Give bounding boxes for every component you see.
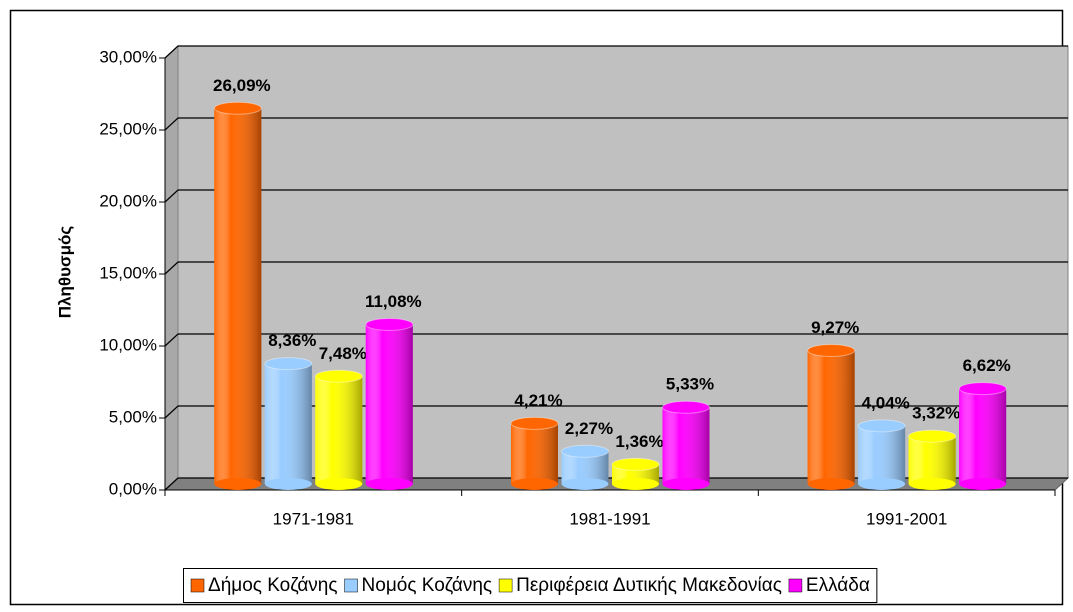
bar-shade [214, 108, 262, 484]
value-label: 1,36% [615, 432, 663, 451]
y-tick-label: 5,00% [109, 407, 157, 426]
value-label: 26,09% [213, 76, 271, 95]
legend-label: Περιφέρεια Δυτικής Μακεδονίας [516, 575, 782, 596]
bar [857, 419, 906, 490]
legend-label: Ελλάδα [806, 575, 870, 596]
bar [365, 317, 414, 490]
value-label: 2,27% [565, 419, 613, 438]
bar-shade [908, 436, 956, 484]
y-tick-label: 0,00% [109, 479, 157, 498]
bar-shade [511, 423, 558, 484]
y-tick-label: 15,00% [99, 263, 157, 282]
x-tick-label: 1971-1981 [273, 509, 354, 528]
bar-bottom [561, 478, 609, 490]
bar [662, 400, 710, 490]
value-label: 11,08% [365, 292, 422, 311]
value-label: 4,04% [862, 393, 910, 412]
bar [611, 457, 660, 490]
bar-shade [858, 425, 906, 484]
y-tick-label: 25,00% [99, 119, 157, 138]
bar [213, 101, 262, 490]
bar-bottom [908, 478, 956, 490]
bar-shade [959, 388, 1007, 484]
bar-shade [315, 376, 363, 484]
bar-shade [365, 324, 413, 484]
bar-bottom [858, 478, 906, 490]
bar-bottom [807, 478, 855, 490]
bar-bottom [264, 478, 312, 490]
y-tick-label: 10,00% [99, 335, 157, 354]
bar-top [857, 419, 906, 433]
value-label: 6,62% [963, 356, 1011, 375]
legend-box [183, 568, 878, 603]
bar-top [561, 444, 609, 458]
grid-line [164, 261, 1068, 275]
bar-top [807, 344, 856, 358]
y-axis-label: Πληθυσμός [55, 226, 74, 319]
bar-bottom [214, 478, 262, 490]
bar [807, 344, 856, 490]
bar-shade [807, 350, 855, 484]
bar-bottom [315, 478, 363, 490]
value-label: 8,36% [268, 331, 316, 350]
y-tick-label: 20,00% [99, 191, 157, 210]
legend-swatch [498, 578, 513, 593]
bar-bottom [959, 478, 1007, 490]
legend-swatch [788, 578, 803, 593]
bar-bottom [662, 478, 710, 490]
bar-top [510, 416, 559, 430]
value-label: 7,48% [319, 344, 367, 363]
bar-shade [264, 363, 312, 484]
value-label: 5,33% [666, 375, 714, 394]
x-tick-label: 1981-1991 [569, 509, 650, 528]
grid-line [164, 477, 1068, 491]
grid-line [164, 117, 1068, 131]
grid-line [164, 45, 1068, 59]
bar-top [314, 369, 363, 383]
legend-label: Νομός Κοζάνης [362, 575, 493, 596]
bar-top [611, 457, 660, 471]
bar-top [365, 317, 414, 331]
bar-top [908, 429, 957, 443]
bar [510, 416, 559, 490]
legend-swatch [190, 578, 205, 593]
grid-line [164, 333, 1068, 347]
bar-bottom [511, 478, 558, 490]
bar-top [958, 382, 1007, 396]
bar-top [264, 357, 313, 371]
grid-line [164, 405, 1068, 419]
value-label: 9,27% [811, 318, 859, 337]
bar [561, 444, 609, 490]
bar [908, 429, 957, 490]
bar [958, 382, 1007, 490]
value-label: 3,32% [912, 404, 960, 423]
bar [314, 369, 363, 490]
bar-shade [662, 407, 710, 484]
bar [264, 357, 313, 490]
value-label: 4,21% [514, 391, 562, 410]
bar-bottom [612, 478, 659, 490]
bar-top [662, 400, 710, 414]
bar-bottom [365, 478, 413, 490]
bar-top [213, 101, 262, 115]
legend-swatch [344, 578, 358, 593]
legend: Δήμος Κοζάνης Νομός Κοζάνης Περιφέρεια Δυτ… [183, 568, 878, 603]
legend-label: Δήμος Κοζάνης [208, 575, 338, 596]
grid-line [164, 189, 1068, 203]
x-tick-label: 1991-2001 [866, 509, 947, 528]
y-tick-label: 30,00% [99, 47, 157, 66]
